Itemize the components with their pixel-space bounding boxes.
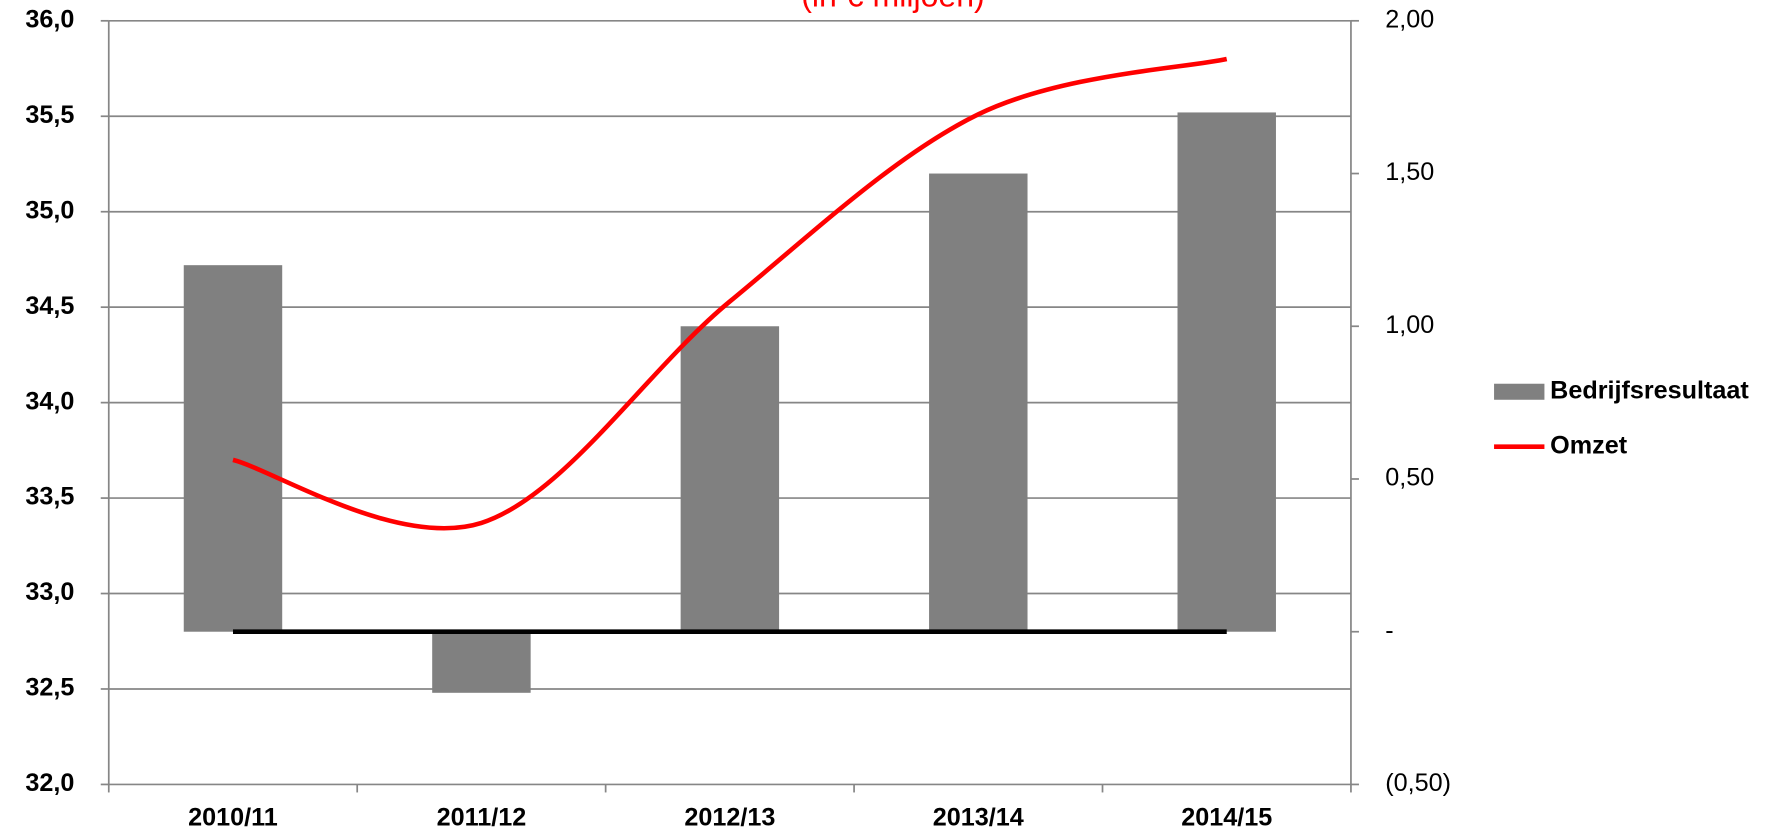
- y2-tick-label: 1,50: [1385, 158, 1434, 186]
- y2-tick-label: -: [1385, 616, 1393, 644]
- y2-tick-label: 0,50: [1385, 464, 1434, 492]
- x-tick-label: 2011/12: [437, 803, 527, 827]
- y-tick-label: 32,5: [25, 674, 74, 702]
- x-tick-label: 2013/14: [933, 803, 1024, 827]
- bar: [432, 631, 531, 693]
- y-tick-label: 33,0: [25, 578, 74, 606]
- bar: [680, 326, 780, 632]
- y2-tick-label: 2,00: [1385, 5, 1434, 33]
- legend-label: Omzet: [1550, 431, 1628, 459]
- x-tick-label: 2012/13: [684, 803, 775, 827]
- bar: [183, 265, 283, 632]
- y-tick-label: 34,0: [25, 387, 74, 415]
- legend-label: Bedrijfsresultaat: [1550, 376, 1749, 404]
- y-tick-label: 33,5: [25, 483, 74, 511]
- chart-title: (in € miljoen): [801, 0, 984, 13]
- bar: [1177, 112, 1276, 632]
- bar: [929, 173, 1028, 632]
- line: [232, 56, 1228, 531]
- y-tick-label: 34,5: [25, 292, 74, 320]
- y-tick-label: 36,0: [25, 5, 74, 33]
- y2-tick-label: 1,00: [1385, 311, 1434, 339]
- y-tick-label: 32,0: [25, 769, 74, 797]
- y-tick-label: 35,5: [25, 101, 74, 129]
- x-tick-label: 2010/11: [188, 803, 278, 827]
- y2-tick-label: (0,50): [1385, 769, 1451, 797]
- legend-swatch: [1494, 383, 1545, 400]
- x-tick-label: 2014/15: [1181, 803, 1272, 827]
- y-tick-label: 35,0: [25, 196, 74, 224]
